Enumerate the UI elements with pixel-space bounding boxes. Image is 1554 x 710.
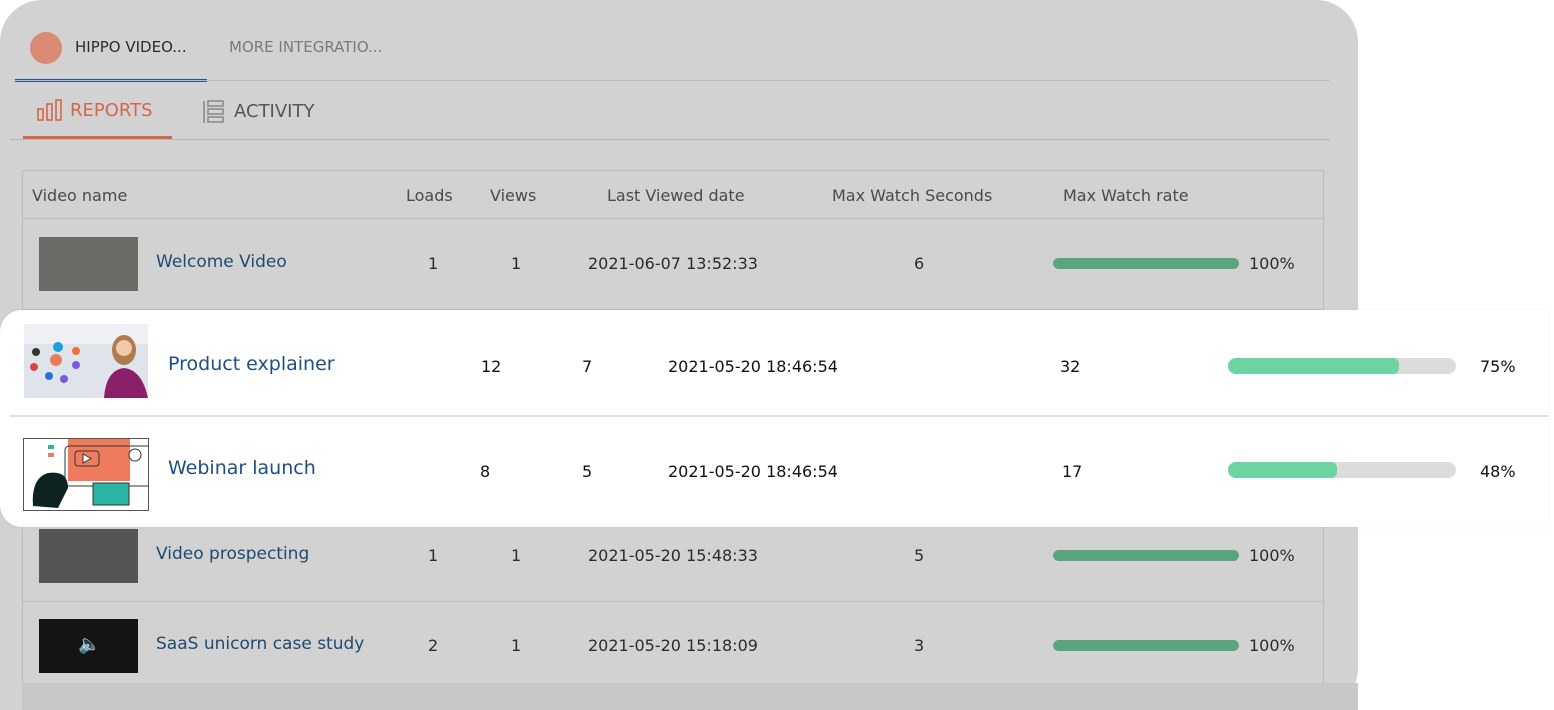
watch-rate-bar bbox=[1053, 258, 1239, 269]
product-explainer-thumbnail[interactable] bbox=[24, 324, 148, 398]
views-value: 1 bbox=[511, 546, 522, 565]
col-max-watch-seconds: Max Watch Seconds bbox=[832, 186, 993, 205]
video-name-link[interactable]: Webinar launch bbox=[168, 457, 316, 479]
watch-rate-bar bbox=[1053, 550, 1239, 561]
video-thumbnail[interactable] bbox=[39, 619, 138, 673]
watch-rate-value: 100% bbox=[1249, 546, 1295, 565]
max-watch-seconds-value: 5 bbox=[914, 546, 925, 565]
last-viewed-value: 2021-06-07 13:52:33 bbox=[588, 254, 758, 273]
last-viewed-value: 2021-05-20 18:46:54 bbox=[668, 462, 838, 481]
video-thumbnail[interactable] bbox=[39, 529, 138, 583]
max-watch-seconds-value: 17 bbox=[1062, 462, 1083, 481]
col-loads: Loads bbox=[406, 186, 453, 205]
bar-chart-icon bbox=[37, 99, 62, 121]
tab-activity[interactable]: ACTIVITY bbox=[234, 101, 315, 122]
watch-rate-fill bbox=[1053, 640, 1239, 651]
tab-hippo-video-label[interactable]: HIPPO VIDEO... bbox=[75, 38, 187, 56]
subtab-divider bbox=[10, 139, 1330, 140]
video-name-link[interactable]: Welcome Video bbox=[156, 252, 287, 272]
tab-reports-label[interactable]: REPORTS bbox=[70, 100, 153, 121]
col-views: Views bbox=[490, 186, 537, 205]
loads-value: 2 bbox=[428, 636, 439, 655]
watch-rate-value: 100% bbox=[1249, 254, 1295, 273]
loads-value: 1 bbox=[428, 254, 439, 273]
table-row bbox=[23, 218, 1323, 310]
views-value: 1 bbox=[511, 254, 522, 273]
max-watch-seconds-value: 3 bbox=[914, 636, 925, 655]
watch-rate-bar bbox=[1228, 462, 1456, 478]
col-video-name: Video name bbox=[32, 186, 128, 205]
loads-value: 1 bbox=[428, 546, 439, 565]
tab-more-integrations[interactable]: MORE INTEGRATIO... bbox=[229, 38, 383, 56]
header-divider bbox=[23, 218, 1323, 219]
video-name-link[interactable]: Product explainer bbox=[168, 353, 335, 375]
max-watch-seconds-value: 6 bbox=[914, 254, 925, 273]
watch-rate-fill bbox=[1228, 358, 1399, 374]
watch-rate-value: 48% bbox=[1480, 462, 1516, 481]
video-name-link[interactable]: Video prospecting bbox=[156, 544, 310, 564]
tab-reports[interactable] bbox=[23, 92, 172, 139]
activity-list-icon bbox=[203, 100, 224, 123]
table-footer-shadow bbox=[22, 683, 1358, 710]
loads-value: 8 bbox=[480, 462, 491, 481]
tab-divider bbox=[15, 80, 1330, 81]
webinar-launch-thumbnail[interactable] bbox=[23, 438, 149, 511]
last-viewed-value: 2021-05-20 15:18:09 bbox=[588, 636, 758, 655]
col-last-viewed: Last Viewed date bbox=[607, 186, 745, 205]
highlight-card bbox=[0, 310, 1548, 527]
views-value: 5 bbox=[582, 462, 593, 481]
last-viewed-value: 2021-05-20 18:46:54 bbox=[668, 357, 838, 376]
views-value: 1 bbox=[511, 636, 522, 655]
watch-rate-fill bbox=[1053, 258, 1239, 269]
table-row bbox=[23, 510, 1323, 602]
hippo-logo-icon bbox=[30, 32, 62, 64]
last-viewed-value: 2021-05-20 15:48:33 bbox=[588, 546, 758, 565]
watch-rate-value: 100% bbox=[1249, 636, 1295, 655]
video-name-link[interactable]: SaaS unicorn case study bbox=[156, 634, 365, 654]
watch-rate-fill bbox=[1053, 550, 1239, 561]
speaker-icon: 🔈 bbox=[78, 634, 101, 655]
col-max-watch-rate: Max Watch rate bbox=[1063, 186, 1189, 205]
max-watch-seconds-value: 32 bbox=[1060, 357, 1081, 376]
views-value: 7 bbox=[582, 357, 593, 376]
highlight-divider bbox=[10, 415, 1548, 417]
watch-rate-bar bbox=[1228, 358, 1456, 374]
watch-rate-bar bbox=[1053, 640, 1239, 651]
video-thumbnail[interactable] bbox=[39, 237, 138, 291]
watch-rate-fill bbox=[1228, 462, 1338, 478]
watch-rate-value: 75% bbox=[1480, 357, 1516, 376]
loads-value: 12 bbox=[481, 357, 502, 376]
